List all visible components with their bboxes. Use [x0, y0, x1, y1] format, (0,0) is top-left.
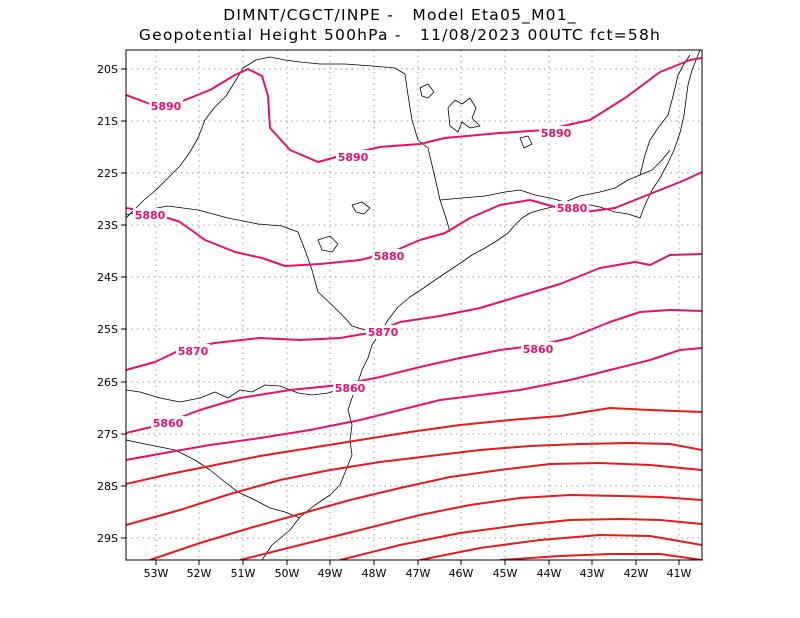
contour-label-bg	[555, 201, 589, 215]
border-pr-sc	[126, 381, 351, 403]
lon-tick-label: 47W	[406, 567, 431, 580]
contour-label: 5880	[135, 209, 166, 222]
contour-label-bg	[366, 325, 400, 339]
contour-label-bg	[336, 150, 370, 164]
lake-1	[447, 97, 481, 133]
contour-line	[499, 553, 702, 560]
lon-tick-label: 42W	[624, 567, 649, 580]
contour-line	[149, 462, 702, 560]
contour-label: 5890	[151, 100, 182, 113]
lon-tick-label: 41W	[667, 567, 692, 580]
lat-tick-label: 28S	[97, 480, 118, 493]
contour-label: 5870	[368, 326, 399, 339]
contour-line	[126, 407, 702, 485]
contour-line	[126, 347, 702, 461]
contour-line	[126, 253, 702, 371]
lon-tick-label: 50W	[275, 567, 300, 580]
lake-5	[519, 135, 533, 149]
contour-line	[239, 494, 702, 560]
contour-line	[419, 534, 702, 560]
contour-line	[126, 171, 702, 267]
contour-label: 5870	[178, 345, 209, 358]
border-ms-sp	[126, 67, 244, 219]
map-borders	[126, 50, 701, 560]
lat-tick-label: 29S	[97, 532, 118, 545]
contour-line	[126, 309, 702, 434]
contour-label: 5890	[541, 127, 572, 140]
lon-tick-label: 49W	[318, 567, 343, 580]
contour-line	[339, 518, 702, 560]
lat-tick-label: 26S	[97, 376, 118, 389]
lat-tick-label: 27S	[97, 428, 118, 441]
contour-label-bg	[521, 342, 555, 356]
contour-label-bg	[539, 126, 573, 140]
map-frame	[125, 49, 703, 561]
contour-labels: 5890 5890 5890 5880 5880 5880 5870 5870 5860 5860…	[133, 99, 589, 430]
lon-tick-label: 53W	[144, 567, 169, 580]
lat-tick-label: 22S	[97, 167, 118, 180]
latitude-axis: 20S 21S 22S 23S 24S 25S 26S 27S 28S 29S	[97, 63, 126, 545]
contour-label-bg	[151, 416, 185, 430]
lat-tick-label: 20S	[97, 63, 118, 76]
contour-label-bg	[133, 208, 167, 222]
contour-label-bg	[372, 249, 406, 263]
contour-label: 5860	[153, 417, 184, 430]
lon-tick-label: 44W	[537, 567, 562, 580]
contour-label: 5860	[523, 343, 554, 356]
geopotential-contours	[126, 57, 702, 560]
title-line-2: Geopotential Height 500hPa - 11/08/2023 …	[138, 26, 662, 44]
lat-tick-label: 21S	[97, 115, 118, 128]
contour-label-bg	[333, 381, 367, 395]
title-line-1: DIMNT/CGCT/INPE - Model Eta05_M01_	[223, 6, 577, 24]
lake-3	[317, 235, 339, 253]
lon-tick-label: 46W	[449, 567, 474, 580]
coastline	[261, 50, 701, 560]
lake-4	[351, 201, 371, 215]
contour-label: 5880	[374, 250, 405, 263]
contour-line	[126, 442, 702, 526]
lon-tick-label: 48W	[362, 567, 387, 580]
border-sp-mg	[242, 56, 451, 233]
lat-tick-label: 25S	[97, 323, 118, 336]
border-mg-es	[639, 54, 691, 176]
lon-tick-label: 43W	[580, 567, 605, 580]
longitude-axis: 53W 52W 51W 50W 49W 48W 47W 46W 45W 44W 43W 42W 41W	[144, 560, 692, 580]
lat-tick-label: 24S	[97, 271, 118, 284]
lake-2	[419, 83, 435, 99]
border-sc-rs	[126, 439, 301, 519]
contour-label: 5860	[335, 382, 366, 395]
lon-tick-label: 51W	[231, 567, 256, 580]
border-mg-rj	[439, 149, 671, 203]
lon-tick-label: 45W	[493, 567, 518, 580]
lat-tick-label: 23S	[97, 219, 118, 232]
border-pr-north	[126, 205, 366, 331]
contour-label-bg	[176, 344, 210, 358]
contour-label: 5880	[557, 202, 588, 215]
contour-label: 5890	[338, 151, 369, 164]
lon-tick-label: 52W	[187, 567, 212, 580]
contour-line	[126, 57, 702, 163]
contour-label-bg	[149, 99, 183, 113]
